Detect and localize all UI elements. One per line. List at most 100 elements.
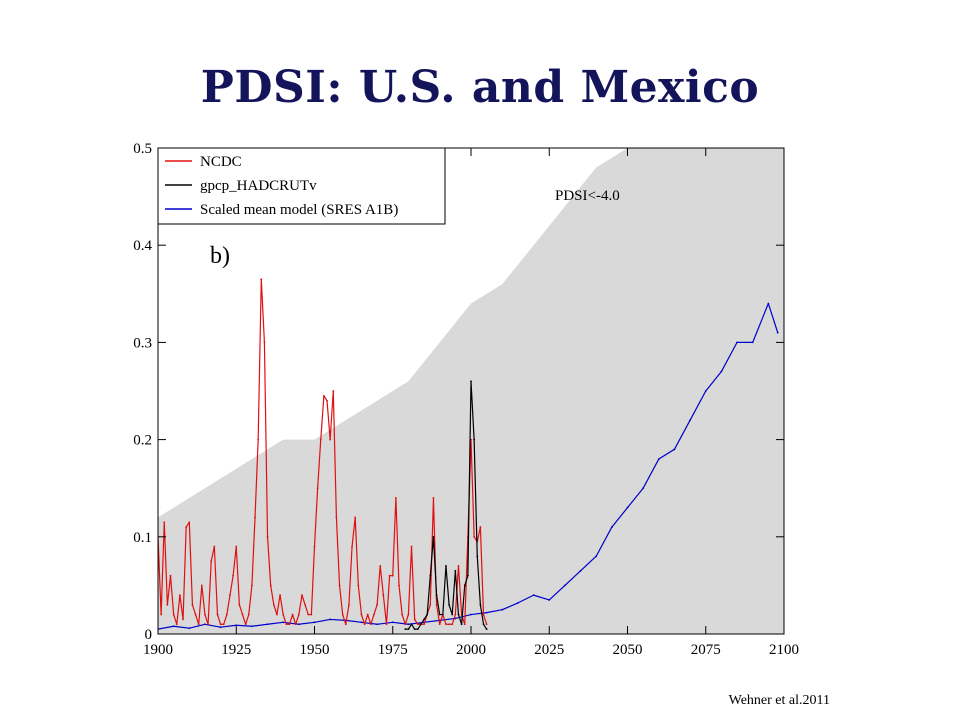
y-tick-label: 0.4 <box>133 238 152 254</box>
data-point-gpcp-hadcrutv <box>404 628 407 631</box>
threshold-annotation: PDSI<-4.0 <box>555 188 620 204</box>
data-point-ncdc <box>388 574 391 577</box>
data-point-gpcp-hadcrutv <box>485 628 488 631</box>
series-gpcp-hadcrutv <box>404 380 488 631</box>
data-point-scaled-mean-model-sres-a1b <box>251 625 253 628</box>
data-point-scaled-mean-model-sres-a1b <box>564 584 566 587</box>
data-point-scaled-mean-model-sres-a1b <box>235 624 238 627</box>
data-point-gpcp-hadcrutv <box>463 584 466 587</box>
data-point-ncdc <box>310 613 313 616</box>
data-point-ncdc <box>366 613 369 616</box>
data-point-ncdc <box>272 603 275 606</box>
data-point-ncdc <box>266 535 269 538</box>
data-point-ncdc <box>282 613 285 616</box>
data-point-ncdc <box>291 613 294 616</box>
x-tick-label: 2025 <box>534 642 564 658</box>
data-point-ncdc <box>160 613 163 616</box>
data-point-ncdc <box>294 623 297 626</box>
data-point-gpcp-hadcrutv <box>445 565 447 567</box>
data-point-ncdc <box>445 623 447 626</box>
data-point-ncdc <box>200 584 203 587</box>
data-point-ncdc <box>175 623 178 626</box>
data-point-gpcp-hadcrutv <box>423 618 425 621</box>
x-tick-label: 2100 <box>769 642 799 658</box>
data-point-ncdc <box>197 623 200 626</box>
data-point-gpcp-hadcrutv <box>435 594 438 597</box>
data-point-ncdc <box>369 623 372 626</box>
data-point-gpcp-hadcrutv <box>451 613 454 616</box>
slide-title: PDSI: U.S. and Mexico <box>200 62 760 113</box>
data-point-scaled-mean-model-sres-a1b <box>548 599 551 601</box>
data-point-ncdc <box>404 623 407 626</box>
legend-box <box>157 147 446 225</box>
data-point-scaled-mean-model-sres-a1b <box>454 617 457 620</box>
data-point-ncdc <box>376 603 378 606</box>
data-point-gpcp-hadcrutv <box>429 574 432 577</box>
x-tick-label: 2075 <box>691 642 721 658</box>
data-point-scaled-mean-model-sres-a1b <box>776 331 779 334</box>
data-point-ncdc <box>413 618 416 621</box>
data-point-scaled-mean-model-sres-a1b <box>391 621 394 624</box>
data-point-gpcp-hadcrutv <box>416 628 419 631</box>
data-point-ncdc <box>326 399 328 402</box>
data-point-ncdc <box>254 516 256 519</box>
data-point-ncdc <box>241 613 244 616</box>
data-point-gpcp-hadcrutv <box>457 613 460 616</box>
data-point-ncdc <box>313 545 316 548</box>
data-point-ncdc <box>319 438 322 441</box>
data-point-ncdc <box>235 545 238 548</box>
data-point-ncdc <box>169 574 172 577</box>
data-point-scaled-mean-model-sres-a1b <box>376 623 378 626</box>
data-point-scaled-mean-model-sres-a1b <box>172 625 175 628</box>
panel-label: b) <box>210 243 230 269</box>
data-point-scaled-mean-model-sres-a1b <box>751 341 754 344</box>
data-point-ncdc <box>410 545 413 548</box>
data-point-ncdc <box>244 623 247 626</box>
data-point-scaled-mean-model-sres-a1b <box>485 611 488 614</box>
data-point-ncdc <box>398 584 400 587</box>
data-point-scaled-mean-model-sres-a1b <box>219 626 222 629</box>
data-point-ncdc <box>216 613 219 616</box>
data-point-scaled-mean-model-sres-a1b <box>704 390 707 392</box>
data-point-ncdc <box>307 613 310 616</box>
data-point-ncdc <box>304 603 307 606</box>
data-point-ncdc <box>238 603 241 606</box>
data-point-ncdc <box>163 521 166 524</box>
data-point-scaled-mean-model-sres-a1b <box>188 627 191 630</box>
data-point-ncdc <box>288 623 291 626</box>
data-point-ncdc <box>191 603 194 606</box>
data-point-scaled-mean-model-sres-a1b <box>470 613 472 616</box>
data-point-gpcp-hadcrutv <box>454 569 457 572</box>
data-point-ncdc <box>360 613 363 616</box>
series-scaled-mean-model-sres-a1b <box>158 302 779 631</box>
data-point-gpcp-hadcrutv <box>407 628 410 631</box>
data-point-ncdc <box>473 535 476 538</box>
y-tick-label: 0.2 <box>133 433 152 449</box>
data-point-scaled-mean-model-sres-a1b <box>532 594 535 597</box>
data-point-gpcp-hadcrutv <box>482 623 485 626</box>
data-point-ncdc <box>438 623 441 626</box>
data-point-scaled-mean-model-sres-a1b <box>282 621 285 624</box>
data-point-ncdc <box>432 497 435 499</box>
data-point-scaled-mean-model-sres-a1b <box>689 419 691 422</box>
data-point-ncdc <box>401 613 404 616</box>
data-point-ncdc <box>391 574 394 577</box>
data-point-scaled-mean-model-sres-a1b <box>673 448 676 451</box>
data-point-ncdc <box>407 613 410 616</box>
data-point-ncdc <box>188 521 191 524</box>
data-point-ncdc <box>285 623 288 626</box>
y-tick-label: 0.5 <box>133 141 152 157</box>
data-point-ncdc <box>185 526 188 528</box>
data-point-ncdc <box>451 623 454 626</box>
data-point-ncdc <box>348 603 350 606</box>
data-point-scaled-mean-model-sres-a1b <box>736 341 738 344</box>
series-layer <box>158 278 779 631</box>
data-point-scaled-mean-model-sres-a1b <box>657 458 660 460</box>
data-point-scaled-mean-model-sres-a1b <box>501 608 504 611</box>
data-point-scaled-mean-model-sres-a1b <box>297 623 300 626</box>
data-point-gpcp-hadcrutv <box>473 438 476 441</box>
data-point-ncdc <box>482 613 485 616</box>
data-point-gpcp-hadcrutv <box>432 535 435 538</box>
data-point-ncdc <box>269 584 272 587</box>
data-point-ncdc <box>457 565 460 567</box>
